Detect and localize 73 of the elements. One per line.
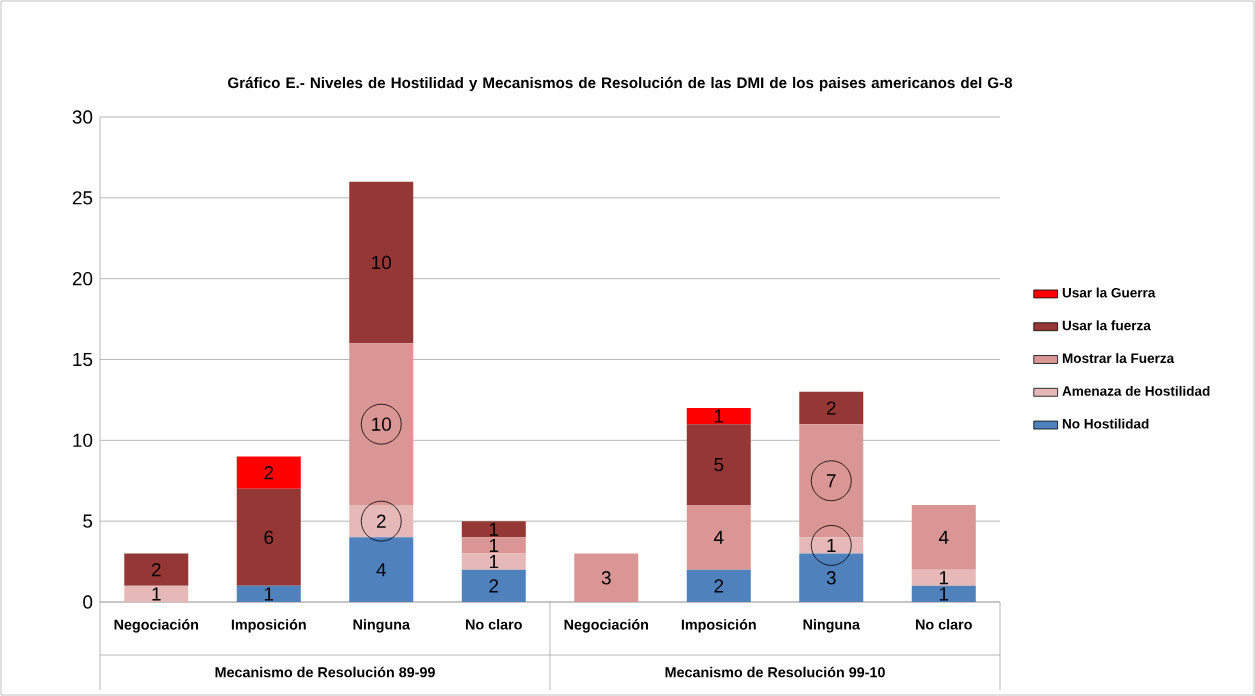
x-tick-label: Imposición xyxy=(231,619,306,633)
bar xyxy=(911,585,976,602)
data-label: 1 xyxy=(939,571,949,585)
data-label: 1 xyxy=(489,555,499,569)
bar xyxy=(799,391,864,425)
bar xyxy=(349,505,414,538)
data-label: 7 xyxy=(826,474,836,488)
legend-label: Usar la fuerza xyxy=(1062,320,1151,331)
bar xyxy=(461,569,526,602)
bar xyxy=(236,488,301,586)
data-label: 1 xyxy=(939,587,949,601)
data-label: 5 xyxy=(714,457,724,472)
y-tick-label: 30 xyxy=(72,110,93,124)
x-tick-label: Ninguna xyxy=(353,619,411,633)
y-tick-label: 10 xyxy=(73,433,93,448)
bar xyxy=(799,537,864,554)
chart-title: Gráfico E.- Niveles de Hostilidad y Mecanismos de Resolución de las DMI de los paises americanos del G-8 xyxy=(228,76,1013,92)
bar xyxy=(236,585,301,602)
y-tick-label: 20 xyxy=(72,271,93,286)
x-tick-label: No claro xyxy=(466,619,522,630)
bar xyxy=(461,521,526,538)
x-tick-label: Ninguna xyxy=(803,619,861,633)
legend-label: Mostrar la Fuerza xyxy=(1062,353,1175,364)
data-label: 1 xyxy=(152,587,161,601)
bar xyxy=(461,553,526,570)
y-tick-label: 0 xyxy=(83,595,93,609)
bar xyxy=(686,569,751,602)
legend-label: Usar la Guerra xyxy=(1062,287,1156,298)
bar xyxy=(686,408,751,425)
data-label: 2 xyxy=(826,401,836,415)
data-label: 1 xyxy=(489,522,499,536)
legend-label: Amenaza de Hostilidad xyxy=(1062,385,1210,396)
x-tick-label: Negociación xyxy=(564,619,649,633)
x-tick-label: Negociación xyxy=(114,619,199,633)
text: Mecanismo de Resolución 89-99 xyxy=(215,666,435,678)
bar xyxy=(799,424,864,538)
bar xyxy=(236,456,301,489)
bar xyxy=(799,553,864,602)
data-label: 4 xyxy=(713,530,724,544)
bar xyxy=(574,553,639,602)
data-label: 1 xyxy=(489,538,499,552)
data-label: 10 xyxy=(372,417,392,431)
data-label: 1 xyxy=(264,587,274,601)
data-label: 3 xyxy=(601,571,611,585)
bar xyxy=(686,424,751,505)
bar xyxy=(124,585,189,602)
bar xyxy=(349,181,414,344)
data-label: 1 xyxy=(714,409,724,423)
data-label: 2 xyxy=(264,466,274,480)
data-label: 4 xyxy=(376,563,386,577)
bar xyxy=(911,505,976,570)
legend-label: No Hostilidad xyxy=(1062,418,1149,429)
data-label: 4 xyxy=(938,530,949,544)
bar xyxy=(686,505,751,570)
bar xyxy=(124,553,189,586)
data-label: 6 xyxy=(264,530,274,545)
x-tick-label: Imposición xyxy=(681,619,756,633)
y-tick-label: 5 xyxy=(83,514,93,528)
text: Mecanismo de Resolución 99-10 xyxy=(665,666,885,678)
bar xyxy=(461,537,526,554)
bar xyxy=(911,569,976,586)
data-label: 2 xyxy=(714,579,724,593)
bar xyxy=(349,343,414,505)
data-label: 2 xyxy=(489,579,499,593)
bar xyxy=(349,537,414,602)
data-label: 2 xyxy=(376,514,386,528)
data-label: 2 xyxy=(151,563,161,577)
data-label: 10 xyxy=(372,255,392,270)
data-label: 3 xyxy=(826,571,836,585)
x-tick-label: No claro xyxy=(916,619,972,630)
y-tick-label: 25 xyxy=(72,191,93,205)
y-tick-label: 15 xyxy=(73,352,93,367)
data-label: 1 xyxy=(827,538,836,552)
